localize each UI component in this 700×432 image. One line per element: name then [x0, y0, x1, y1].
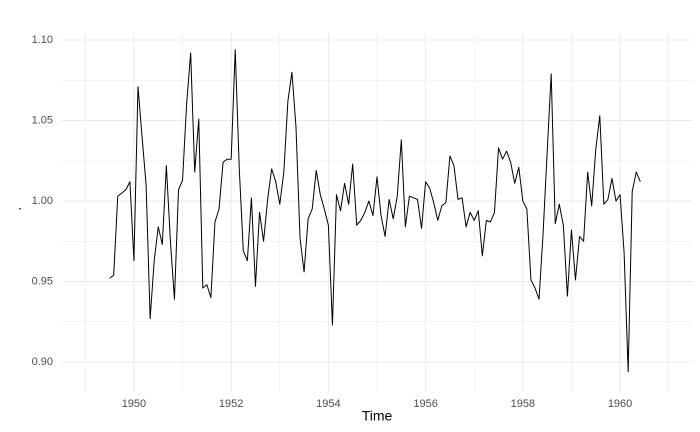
y-tick-label: 0.90: [32, 356, 53, 368]
x-tick-label: 1956: [413, 398, 437, 410]
y-tick-label: 1.10: [32, 34, 53, 46]
x-axis-title: Time: [362, 408, 393, 424]
y-tick-label: 1.00: [32, 195, 53, 207]
x-tick-label: 1954: [316, 398, 340, 410]
x-tick-label: 1960: [608, 398, 632, 410]
x-tick-label: 1952: [219, 398, 243, 410]
x-tick-label: 1950: [122, 398, 146, 410]
data-line: [109, 49, 641, 373]
y-tick-label: 1.05: [32, 114, 53, 126]
y-axis-title: .: [18, 197, 22, 213]
y-tick-label: 0.95: [32, 275, 53, 287]
x-tick-label: 1958: [511, 398, 535, 410]
